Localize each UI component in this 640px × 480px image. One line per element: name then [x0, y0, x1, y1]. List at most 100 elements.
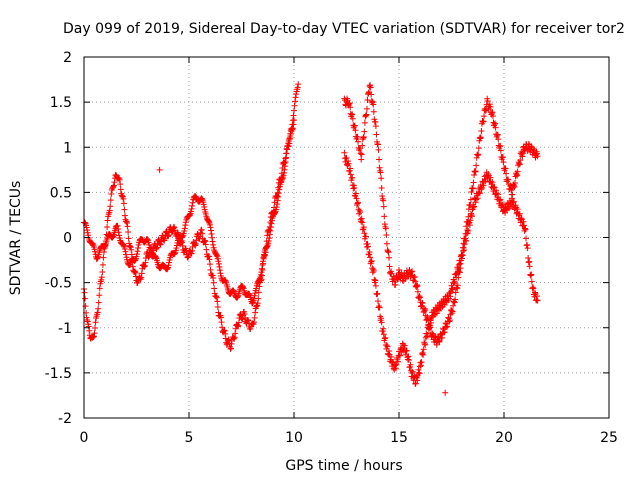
data-point — [99, 268, 106, 275]
data-point — [215, 260, 222, 267]
data-point — [235, 319, 242, 326]
data-point — [534, 293, 541, 300]
data-point — [215, 309, 222, 316]
data-point — [508, 195, 515, 202]
data-point — [474, 152, 481, 159]
data-point — [345, 158, 352, 165]
data-point — [117, 181, 124, 188]
data-point — [372, 119, 379, 126]
x-tick-label: 5 — [185, 430, 194, 446]
data-point — [407, 361, 414, 368]
data-point — [135, 245, 142, 252]
data-point — [211, 285, 218, 292]
data-point — [459, 252, 466, 259]
x-tick-label: 15 — [390, 430, 408, 446]
data-point — [91, 330, 98, 337]
data-point — [472, 168, 479, 175]
data-point — [428, 319, 435, 326]
data-point — [230, 287, 237, 294]
data-point — [422, 341, 429, 348]
data-point — [494, 132, 501, 139]
data-point — [514, 168, 521, 175]
data-point — [516, 161, 523, 168]
data-point — [360, 224, 367, 231]
data-point — [94, 254, 101, 261]
data-point — [123, 218, 130, 225]
data-point — [217, 270, 224, 277]
data-point — [104, 217, 111, 224]
data-point — [531, 289, 538, 296]
data-point — [279, 165, 286, 172]
data-point — [405, 353, 412, 360]
data-point — [221, 327, 228, 334]
data-point — [358, 218, 365, 225]
data-point — [384, 248, 391, 255]
data-point — [425, 326, 432, 333]
data-point — [253, 285, 260, 292]
data-point — [153, 244, 160, 251]
data-point — [473, 162, 480, 169]
data-point — [173, 245, 180, 252]
data-point — [163, 228, 170, 235]
data-point — [132, 256, 139, 263]
data-point — [275, 179, 282, 186]
data-point — [89, 241, 96, 248]
data-point — [468, 189, 475, 196]
data-point — [480, 118, 487, 125]
data-point — [436, 338, 443, 345]
data-point — [528, 278, 535, 285]
data-point — [360, 134, 367, 141]
y-axis-label: SDTVAR / TECUs — [8, 181, 24, 296]
data-point — [207, 224, 214, 231]
data-point — [234, 293, 241, 300]
data-point — [126, 242, 133, 249]
data-point — [452, 289, 459, 296]
data-point — [367, 84, 374, 91]
data-point — [271, 204, 278, 211]
data-point — [257, 277, 264, 284]
data-point — [213, 293, 220, 300]
data-point — [382, 334, 389, 341]
data-point — [127, 243, 134, 250]
data-point — [100, 254, 107, 261]
axis-ticks — [83, 56, 610, 419]
data-point — [120, 195, 127, 202]
data-point — [392, 361, 399, 368]
data-point — [526, 258, 533, 265]
data-point — [103, 231, 110, 238]
data-point — [152, 245, 159, 252]
data-point — [482, 107, 489, 114]
data-point — [128, 246, 135, 253]
data-point — [131, 268, 138, 275]
data-point — [424, 332, 431, 339]
data-point — [115, 226, 122, 233]
data-point — [465, 227, 472, 234]
y-tick-label: 1 — [63, 140, 72, 156]
data-point — [228, 345, 234, 352]
data-point — [358, 151, 365, 158]
data-point — [368, 258, 375, 265]
data-point — [376, 304, 383, 311]
data-point — [181, 227, 188, 234]
data-point — [518, 215, 525, 222]
data-point — [365, 243, 372, 250]
data-point — [120, 200, 127, 207]
data-point — [165, 262, 172, 269]
data-point — [503, 170, 510, 177]
data-point — [385, 249, 392, 256]
data-point — [174, 229, 181, 236]
data-point — [106, 207, 113, 214]
data-point — [85, 323, 92, 330]
y-tick-label: 1.5 — [50, 95, 72, 111]
data-point — [358, 215, 365, 222]
data-point — [278, 174, 285, 181]
data-point — [133, 253, 140, 260]
data-point — [517, 157, 524, 164]
data-point — [132, 269, 139, 276]
data-point — [369, 98, 376, 105]
data-point — [216, 267, 223, 274]
data-point — [234, 323, 241, 330]
data-point — [261, 252, 268, 259]
data-point — [524, 241, 531, 248]
data-point — [246, 291, 253, 298]
